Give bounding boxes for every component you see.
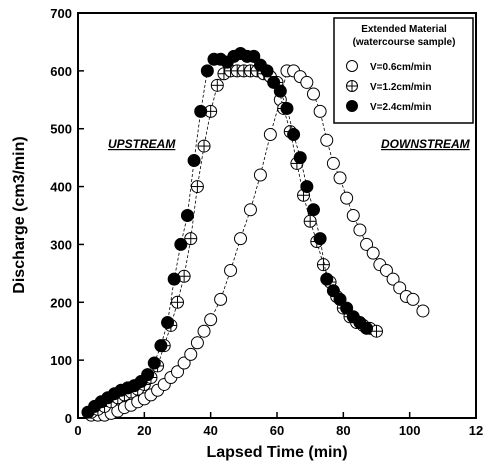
legend-label: V=2.4cm/min (370, 102, 431, 113)
data-point (293, 151, 307, 165)
data-point (263, 128, 277, 141)
data-point (416, 304, 430, 318)
data-point (326, 284, 340, 298)
x-axis-title: Lapsed Time (min) (206, 444, 347, 461)
y-tick-label: 400 (50, 180, 72, 195)
data-point (306, 203, 320, 217)
data-point (340, 301, 354, 315)
data-point (287, 128, 301, 141)
data-point (190, 180, 204, 194)
legend-title-line2: (watercourse sample) (353, 37, 456, 48)
data-point (313, 104, 327, 118)
data-point (253, 168, 267, 182)
data-point (360, 321, 374, 335)
data-point (333, 171, 347, 185)
x-tick-label: 40 (203, 423, 217, 438)
data-point (214, 292, 228, 306)
data-point (320, 272, 334, 286)
y-axis-title: Discharge (cm3/min) (11, 136, 28, 293)
y-tick-label: 100 (50, 353, 72, 368)
data-point (306, 87, 320, 101)
x-tick-label: 80 (336, 423, 350, 438)
data-point (243, 203, 257, 217)
data-point (184, 232, 198, 246)
data-point (316, 258, 330, 272)
legend-label: V=1.2cm/min (370, 82, 431, 93)
y-tick-label: 600 (50, 64, 72, 79)
legend-label: V=0.6cm/min (370, 62, 431, 73)
x-tick-label: 20 (137, 423, 151, 438)
data-point (379, 263, 393, 277)
data-point (386, 272, 400, 286)
y-tick-label: 500 (50, 122, 72, 137)
x-tick-label: 0 (74, 423, 81, 438)
data-point (204, 313, 218, 327)
annotation-upstream: UPSTREAM (108, 137, 176, 151)
data-point (247, 49, 261, 63)
data-point (174, 237, 188, 251)
x-tick-label: 12 (469, 423, 483, 438)
legend-marker (346, 80, 358, 92)
y-tick-label: 300 (50, 237, 72, 252)
data-point (260, 64, 274, 78)
y-tick-label: 700 (50, 6, 72, 21)
data-point (184, 347, 198, 361)
data-point (190, 336, 204, 350)
data-point (300, 180, 314, 194)
data-point (326, 156, 340, 170)
data-point (353, 223, 367, 237)
data-point (303, 214, 317, 228)
data-point (333, 292, 347, 306)
series-layer (81, 47, 430, 422)
data-point (187, 154, 201, 168)
data-point (177, 269, 191, 283)
data-point (194, 104, 208, 118)
data-point (300, 75, 314, 89)
data-point (280, 101, 294, 115)
annotation-downstream: DOWNSTREAM (381, 137, 471, 151)
legend-title-line1: Extended Material (361, 24, 447, 35)
x-tick-label: 60 (270, 423, 284, 438)
data-point (200, 64, 214, 78)
data-point (346, 209, 360, 222)
legend-items: V=0.6cm/min V=1.2cm/min V=2.4cm/min (346, 60, 431, 113)
data-point (171, 365, 184, 379)
data-point (320, 133, 334, 147)
data-point (197, 324, 211, 338)
data-point (161, 316, 175, 330)
y-tick-label: 0 (65, 411, 72, 426)
data-point (210, 78, 224, 92)
data-point (154, 339, 168, 353)
legend-marker (346, 60, 358, 72)
data-point (167, 272, 181, 286)
data-point (273, 84, 287, 98)
data-point (141, 368, 155, 382)
data-point (147, 356, 161, 370)
data-point (180, 209, 194, 222)
data-point (313, 232, 327, 246)
y-tick-label: 200 (50, 295, 72, 310)
data-point (360, 237, 374, 251)
series-filled-circle (81, 47, 374, 419)
data-point (340, 191, 354, 205)
data-point (171, 295, 184, 309)
data-point (234, 232, 248, 246)
legend: Extended Material (watercourse sample) V… (333, 17, 474, 124)
data-point (393, 281, 407, 295)
legend-marker (346, 100, 358, 112)
data-point (197, 139, 211, 153)
data-point (366, 246, 380, 260)
x-tick-label: 100 (399, 423, 421, 438)
data-point (267, 75, 281, 89)
data-point (224, 263, 238, 277)
data-point (406, 292, 420, 306)
data-point (177, 356, 191, 370)
